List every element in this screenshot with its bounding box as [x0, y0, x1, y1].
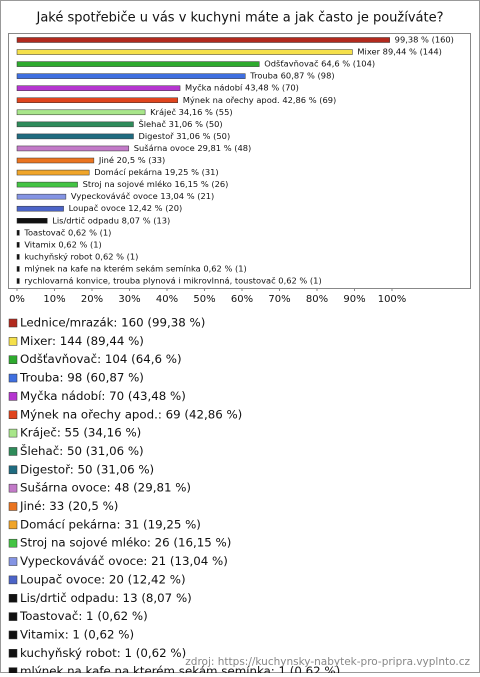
value-label: Mixer 89,44 % (144) [357, 47, 442, 57]
value-label: Vitamix 0,62 % (1) [24, 239, 101, 249]
legend-swatch [8, 538, 18, 548]
legend-label: Lis/drtič odpadu: 13 (8,07 %) [20, 591, 192, 605]
legend-swatch [8, 520, 18, 530]
x-tick-label: 50% [193, 294, 215, 305]
legend-swatch [8, 337, 18, 346]
value-label: Šlehač 31,06 % (50) [138, 118, 222, 129]
bar [16, 61, 260, 67]
legend-label: Šlehač: 50 (31,06 %) [20, 443, 144, 458]
bar [16, 205, 64, 212]
bar [16, 169, 90, 176]
value-label: Mýnek na ořechy apod. 42,86 % (69) [183, 95, 337, 105]
legend-label: Kráječ: 55 (34,16 %) [20, 426, 141, 440]
bar [16, 242, 20, 248]
legend-swatch [8, 502, 18, 511]
legend-label: Mýnek na ořechy apod.: 69 (42,86 %) [20, 407, 242, 421]
legend-label: Domácí pekárna: 31 (19,25 %) [20, 517, 201, 531]
legend-label: Mixer: 144 (89,44 %) [20, 334, 144, 348]
legend-swatch [8, 649, 18, 658]
bar [16, 254, 20, 260]
legend-label: Jiné: 33 (20,5 %) [19, 499, 118, 513]
legend-swatch [8, 392, 18, 401]
bar [16, 73, 246, 79]
value-label: Domácí pekárna 19,25 % (31) [94, 167, 218, 177]
x-tick-label: 70% [268, 294, 290, 305]
legend-label: Sušárna ovoce: 48 (29,81 %) [20, 481, 191, 495]
x-tick-label: 100% [378, 294, 407, 305]
value-label: Odšťavňovač 64,6 % (104) [264, 59, 375, 69]
value-label: Toastovač 0,62 % (1) [23, 227, 111, 237]
legend-label: mlýnek na kafe na kterém sekám semínka: … [20, 664, 340, 673]
value-label: Stroj na sojové mléko 16,15 % (26) [83, 179, 229, 189]
bar [16, 157, 95, 164]
legend-swatch [8, 318, 18, 328]
value-label: Vypeckováváč ovoce 13,04 % (21) [71, 191, 214, 201]
value-label: kuchyňský robot 0,62 % (1) [24, 251, 138, 261]
value-label: Loupač ovoce 12,42 % (20) [69, 203, 183, 213]
legend-label: Digestoř: 50 (31,06 %) [20, 462, 154, 476]
value-label: Trouba 60,87 % (98) [249, 71, 334, 81]
legend-label: Loupač ovoce: 20 (12,42 %) [20, 572, 186, 586]
legend-swatch [8, 612, 18, 621]
bar [16, 181, 78, 188]
legend-swatch [8, 373, 18, 383]
value-label: Digestoř 31,06 % (50) [138, 131, 230, 141]
legend-swatch [8, 447, 18, 456]
legend-swatch [8, 483, 18, 493]
value-label: 99,38 % (160) [395, 35, 454, 45]
value-label: Lis/drtič odpadu 8,07 % (13) [52, 215, 170, 225]
bar [16, 193, 67, 200]
legend-swatch [8, 594, 18, 603]
legend-swatch [8, 428, 18, 438]
value-label: Sušárna ovoce 29,81 % (48) [134, 143, 252, 153]
legend-swatch [8, 557, 18, 566]
value-label: Myčka nádobí 43,48 % (70) [185, 83, 299, 93]
x-tick-label: 90% [343, 294, 365, 305]
value-label: Jiné 20,5 % (33) [98, 155, 165, 165]
legend-label: Vypeckováváč ovoce: 21 (13,04 %) [20, 554, 228, 568]
x-tick-label: 40% [156, 294, 178, 305]
legend-label: Myčka nádobí: 70 (43,48 %) [20, 389, 186, 403]
bar [16, 97, 178, 103]
value-label: rychlovarná konvice, trouba plynová i mi… [24, 276, 321, 286]
legend-swatch [8, 630, 18, 640]
bar [16, 133, 134, 140]
legend-label: Stroj na sojové mléko: 26 (16,15 %) [20, 536, 231, 550]
x-tick-label: 60% [231, 294, 253, 305]
x-tick-label: 30% [118, 294, 140, 305]
legend-label: kuchyňský robot: 1 (0,62 %) [20, 646, 186, 660]
bar [16, 121, 134, 128]
x-tick-label: 80% [306, 294, 328, 305]
bar [16, 49, 353, 55]
legend-swatch [8, 465, 18, 475]
source: zdroj: https://kuchynsky-nabytek-pro-pri… [185, 656, 470, 668]
legend-label: Odšťavňovač: 104 (64,6 %) [20, 352, 182, 366]
bar [16, 266, 20, 272]
value-label: mlýnek na kafe na kterém sekám semínka 0… [24, 263, 246, 273]
legend-swatch [8, 575, 18, 585]
legend-label: Vitamix: 1 (0,62 %) [20, 627, 134, 641]
value-label: Kráječ 34,16 % (55) [150, 107, 233, 117]
x-tick-label: 10% [43, 294, 65, 305]
bar [16, 109, 146, 116]
bar [16, 37, 390, 43]
bar [16, 145, 130, 152]
legend-label: Toastovač: 1 (0,62 %) [19, 609, 148, 623]
x-tick-label: 20% [81, 294, 103, 305]
bar [16, 85, 181, 91]
bar [16, 230, 20, 236]
legend-swatch [8, 410, 18, 419]
x-tick-label: 0% [9, 294, 25, 305]
bar [16, 218, 48, 224]
bar [16, 278, 20, 284]
legend-label: Trouba: 98 (60,87 %) [19, 371, 144, 385]
legend-swatch [8, 667, 18, 676]
legend-label: Lednice/mrazák: 160 (99,38 %) [20, 316, 205, 330]
legend-swatch [8, 355, 18, 364]
chart-title: Jaké spotřebiče u vás v kuchyni máte a j… [35, 11, 443, 26]
